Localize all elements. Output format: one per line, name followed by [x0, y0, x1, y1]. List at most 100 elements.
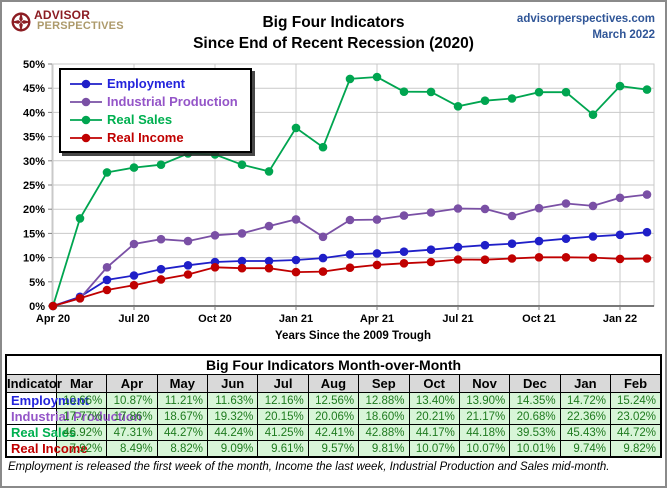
data-point — [264, 263, 274, 273]
data-point — [75, 214, 85, 223]
value-cell: 10.66% — [55, 392, 108, 409]
x-tick-label: Jan 22 — [603, 313, 637, 325]
page-title: Big Four Indicators Since End of Recent … — [2, 12, 665, 54]
source-info: advisorperspectives.com March 2022 — [517, 11, 655, 43]
value-cell: 18.60% — [358, 408, 410, 425]
value-cell: 44.72% — [610, 424, 662, 441]
data-point — [615, 193, 625, 203]
data-point — [129, 163, 139, 172]
value-cell: 8.49% — [106, 440, 158, 458]
value-cell: 13.90% — [458, 392, 511, 409]
data-point — [642, 190, 652, 199]
data-point — [291, 255, 301, 265]
value-cell: 41.25% — [257, 424, 309, 441]
y-tick-label: 20% — [23, 204, 45, 216]
data-point — [453, 102, 463, 111]
data-point — [102, 168, 112, 177]
legend-label: Real Income — [107, 130, 184, 145]
data-point — [615, 254, 625, 264]
data-point — [588, 110, 598, 119]
value-cell: 47.31% — [106, 424, 158, 441]
chart-legend: Employment Industrial Production Real Sale… — [59, 68, 252, 153]
data-point — [75, 294, 85, 303]
column-header-dec: Dec — [509, 374, 561, 393]
data-point — [399, 259, 409, 268]
legend-item-real-income: Real Income — [69, 129, 238, 146]
value-cell: 12.88% — [358, 392, 410, 409]
data-point — [345, 215, 355, 225]
value-cell: 45.43% — [559, 424, 612, 441]
data-point — [129, 271, 139, 280]
logo-text-perspectives: PERSPECTIVES — [37, 20, 124, 32]
compass-icon — [10, 11, 32, 33]
data-point — [102, 263, 112, 272]
line-chart: 0% 5% 10% 15% 20% 25% 30% 35% 40% 45% 50% Apr 20 Jul… — [2, 56, 665, 354]
data-point — [183, 236, 193, 246]
table-section: Big Four Indicators Month-over-Month Indi… — [5, 354, 662, 473]
data-point — [507, 211, 517, 221]
data-point — [426, 208, 436, 217]
value-cell: 21.17% — [458, 408, 511, 425]
data-point — [480, 255, 490, 264]
data-point — [318, 253, 328, 263]
data-point — [102, 285, 112, 295]
data-point — [264, 167, 274, 176]
title-line-2: Since End of Recent Recession (2020) — [193, 35, 474, 52]
x-tick-label: Apr 21 — [360, 313, 394, 325]
value-cell: 9.61% — [257, 440, 309, 458]
value-cell: 46.92% — [55, 424, 108, 441]
y-tick-label: 10% — [23, 253, 45, 265]
y-tick-label: 50% — [23, 59, 45, 71]
data-point — [48, 301, 58, 311]
x-tick-label: Oct 21 — [522, 313, 556, 325]
value-cell: 10.07% — [408, 440, 460, 458]
column-header-jun: Jun — [206, 374, 259, 393]
data-point — [426, 87, 436, 97]
data-point — [399, 211, 409, 220]
data-point — [264, 256, 274, 266]
y-tick-label: 0% — [29, 301, 45, 313]
value-cell: 42.88% — [358, 424, 410, 441]
value-cell: 22.36% — [559, 408, 612, 425]
indicators-table: Big Four Indicators Month-over-Month Indi… — [5, 354, 662, 458]
column-header-jan: Jan — [559, 374, 612, 393]
data-point — [507, 94, 517, 103]
data-point — [399, 247, 409, 256]
table-header-row: Indicator Mar Apr May Jun Jul Aug Sep Oct Nov Dec J… — [5, 374, 662, 393]
legend-item-industrial-production: Industrial Production — [69, 93, 238, 110]
website-link[interactable]: advisorperspectives.com — [516, 13, 655, 25]
data-point — [372, 72, 382, 82]
y-tick-label: 40% — [23, 107, 45, 119]
value-cell: 10.87% — [106, 392, 158, 409]
row-label: Real Sales — [5, 424, 76, 441]
data-point — [453, 242, 463, 252]
data-point — [372, 215, 382, 224]
data-point — [399, 87, 409, 96]
column-header-oct: Oct — [408, 374, 460, 393]
legend-marker-icon — [70, 79, 102, 88]
value-cell: 17.77% — [55, 408, 108, 425]
data-point — [588, 201, 598, 211]
table-row-industrial-production: Industrial Production17.77%17.86%18.67%1… — [5, 408, 662, 425]
data-point — [291, 267, 301, 277]
table-row-real-sales: Real Sales 46.92% 47.31% 44.27% 44.24% 41.25%… — [5, 424, 662, 441]
legend-label: Employment — [107, 76, 186, 91]
title-line-1: Big Four Indicators — [262, 14, 405, 31]
data-point — [129, 280, 139, 290]
value-cell: 11.21% — [156, 392, 209, 409]
value-cell: 42.41% — [307, 424, 360, 441]
value-cell: 20.21% — [408, 408, 460, 425]
x-tick-label: Jul 21 — [442, 313, 473, 325]
data-point — [507, 239, 517, 248]
data-point — [615, 81, 625, 91]
data-point — [561, 199, 571, 208]
y-tick-label: 5% — [29, 277, 45, 289]
value-cell: 44.18% — [458, 424, 511, 441]
data-point — [183, 261, 193, 270]
value-cell: 39.53% — [509, 424, 561, 441]
value-cell: 9.74% — [559, 440, 612, 458]
data-point — [534, 87, 544, 97]
column-header-indicator: Indicator — [5, 374, 62, 393]
value-cell: 9.81% — [358, 440, 410, 458]
